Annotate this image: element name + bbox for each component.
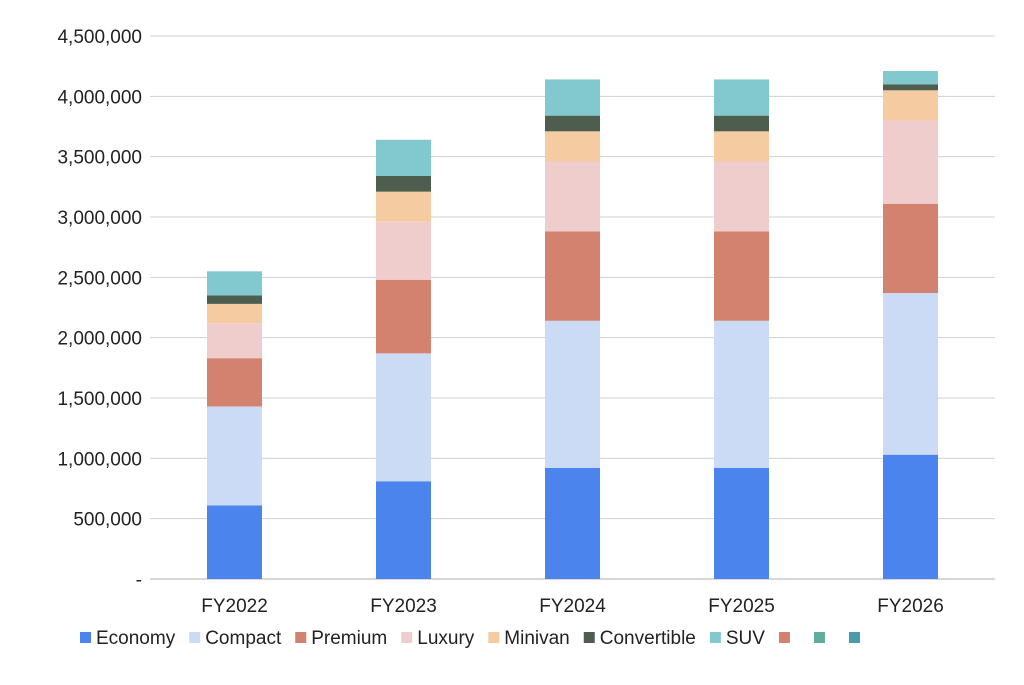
legend: Economy Compact Premium Luxury Minivan Conver… bbox=[80, 628, 860, 649]
bar-segment-minivan-fy2026 bbox=[883, 90, 938, 121]
legend-label-premium: Premium bbox=[311, 628, 387, 649]
legend-swatch bbox=[488, 632, 500, 643]
legend-swatch-unlabeled bbox=[778, 632, 790, 643]
x-tick-label: FY2022 bbox=[201, 596, 268, 617]
y-tick-label: 1,500,000 bbox=[57, 389, 142, 410]
bar-segment-luxury-fy2026 bbox=[883, 120, 938, 204]
bar-segment-convertible-fy2024 bbox=[545, 115, 600, 132]
bar-segment-minivan-fy2025 bbox=[714, 131, 769, 162]
bar-segment-suv-fy2024 bbox=[545, 79, 600, 116]
bar-segment-economy-fy2022 bbox=[207, 505, 262, 579]
y-tick-label: 500,000 bbox=[73, 510, 142, 531]
y-tick-label: 3,500,000 bbox=[57, 148, 142, 169]
legend-label-luxury: Luxury bbox=[417, 628, 475, 649]
legend-swatch bbox=[80, 632, 91, 643]
y-tick-label: - bbox=[136, 570, 142, 591]
bar-segment-premium-fy2022 bbox=[207, 358, 262, 407]
legend-swatch bbox=[189, 632, 201, 643]
bar-segment-suv-fy2026 bbox=[883, 70, 938, 85]
tick-labels: - 500,000 1,000,000 1,500,000 2,000,000 2,500… bbox=[57, 27, 943, 617]
bar-segment-economy-fy2024 bbox=[545, 467, 600, 579]
legend-swatch bbox=[401, 632, 413, 643]
bar-segment-luxury-fy2022 bbox=[207, 323, 262, 359]
y-tick-label: 4,500,000 bbox=[57, 27, 142, 48]
bar-segment-compact-fy2023 bbox=[376, 353, 431, 482]
legend-swatch bbox=[709, 632, 721, 643]
legend-swatch-unlabeled bbox=[848, 632, 860, 643]
legend-label-compact: Compact bbox=[205, 628, 282, 649]
x-tick-label: FY2025 bbox=[708, 596, 775, 617]
bar-segment-luxury-fy2025 bbox=[714, 161, 769, 232]
bar-segment-compact-fy2025 bbox=[714, 320, 769, 468]
bar-segment-economy-fy2023 bbox=[376, 481, 431, 579]
bar-segment-luxury-fy2023 bbox=[376, 221, 431, 280]
legend-swatch bbox=[295, 632, 307, 643]
bar-segment-premium-fy2023 bbox=[376, 279, 431, 354]
y-tick-label: 1,000,000 bbox=[57, 449, 142, 470]
bar-segment-premium-fy2025 bbox=[714, 231, 769, 321]
bar-segment-luxury-fy2024 bbox=[545, 161, 600, 232]
bar-segment-economy-fy2025 bbox=[714, 467, 769, 579]
legend-label-minivan: Minivan bbox=[504, 628, 569, 649]
bar-segment-suv-fy2022 bbox=[207, 271, 262, 296]
bar-segment-minivan-fy2024 bbox=[545, 131, 600, 162]
bar-segment-suv-fy2025 bbox=[714, 79, 769, 116]
legend-swatch-unlabeled bbox=[813, 632, 825, 643]
bars bbox=[207, 70, 938, 579]
bar-segment-economy-fy2026 bbox=[883, 454, 938, 579]
x-tick-label: FY2024 bbox=[539, 596, 606, 617]
y-tick-label: 2,500,000 bbox=[57, 268, 142, 289]
bar-segment-minivan-fy2023 bbox=[376, 191, 431, 222]
bar-segment-minivan-fy2022 bbox=[207, 303, 262, 324]
bar-segment-suv-fy2023 bbox=[376, 139, 431, 176]
bar-segment-premium-fy2024 bbox=[545, 231, 600, 321]
bar-segment-convertible-fy2025 bbox=[714, 115, 769, 132]
bar-segment-compact-fy2026 bbox=[883, 293, 938, 455]
bar-segment-convertible-fy2026 bbox=[883, 84, 938, 91]
x-tick-label: FY2026 bbox=[877, 596, 944, 617]
bar-segment-convertible-fy2023 bbox=[376, 175, 431, 192]
legend-swatch bbox=[583, 632, 595, 643]
bar-segment-premium-fy2026 bbox=[883, 203, 938, 294]
legend-label-convertible: Convertible bbox=[600, 628, 696, 649]
bar-segment-convertible-fy2022 bbox=[207, 295, 262, 304]
y-tick-label: 3,000,000 bbox=[57, 208, 142, 229]
bar-segment-compact-fy2024 bbox=[545, 320, 600, 468]
bar-segment-compact-fy2022 bbox=[207, 406, 262, 506]
y-tick-label: 2,000,000 bbox=[57, 329, 142, 350]
legend-label-suv: SUV bbox=[726, 628, 765, 649]
legend-label-economy: Economy bbox=[96, 628, 176, 649]
y-tick-label: 4,000,000 bbox=[57, 87, 142, 108]
x-tick-label: FY2023 bbox=[370, 596, 437, 617]
